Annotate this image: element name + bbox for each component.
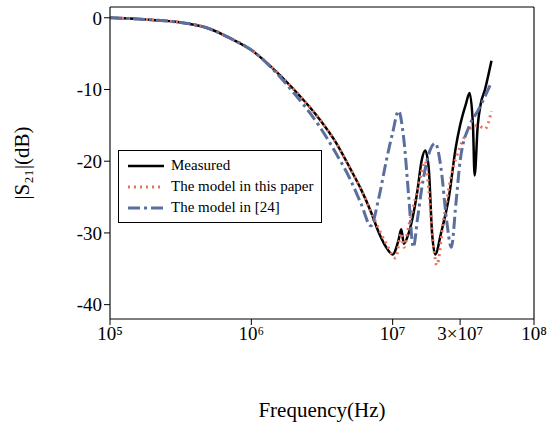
svg-text:|S₂₁|(dB): |S₂₁|(dB) <box>10 126 34 199</box>
svg-text:10⁸: 10⁸ <box>521 323 547 344</box>
svg-text:-20: -20 <box>77 151 102 172</box>
svg-text:-10: -10 <box>77 79 102 100</box>
svg-text:3×10⁷: 3×10⁷ <box>437 323 483 344</box>
svg-text:10⁶: 10⁶ <box>239 323 265 344</box>
svg-text:0: 0 <box>93 8 103 29</box>
svg-text:10⁷: 10⁷ <box>380 323 406 344</box>
svg-text:-30: -30 <box>77 223 102 244</box>
svg-text:Frequency(Hz): Frequency(Hz) <box>258 398 385 422</box>
html-text:Measured: Measured <box>171 157 231 173</box>
html-text:The model in this paper: The model in this paper <box>171 178 314 194</box>
html-text:The model in [24]: The model in [24] <box>171 199 280 215</box>
svg-text:-40: -40 <box>77 294 102 315</box>
svg-text:10⁵: 10⁵ <box>97 323 123 344</box>
